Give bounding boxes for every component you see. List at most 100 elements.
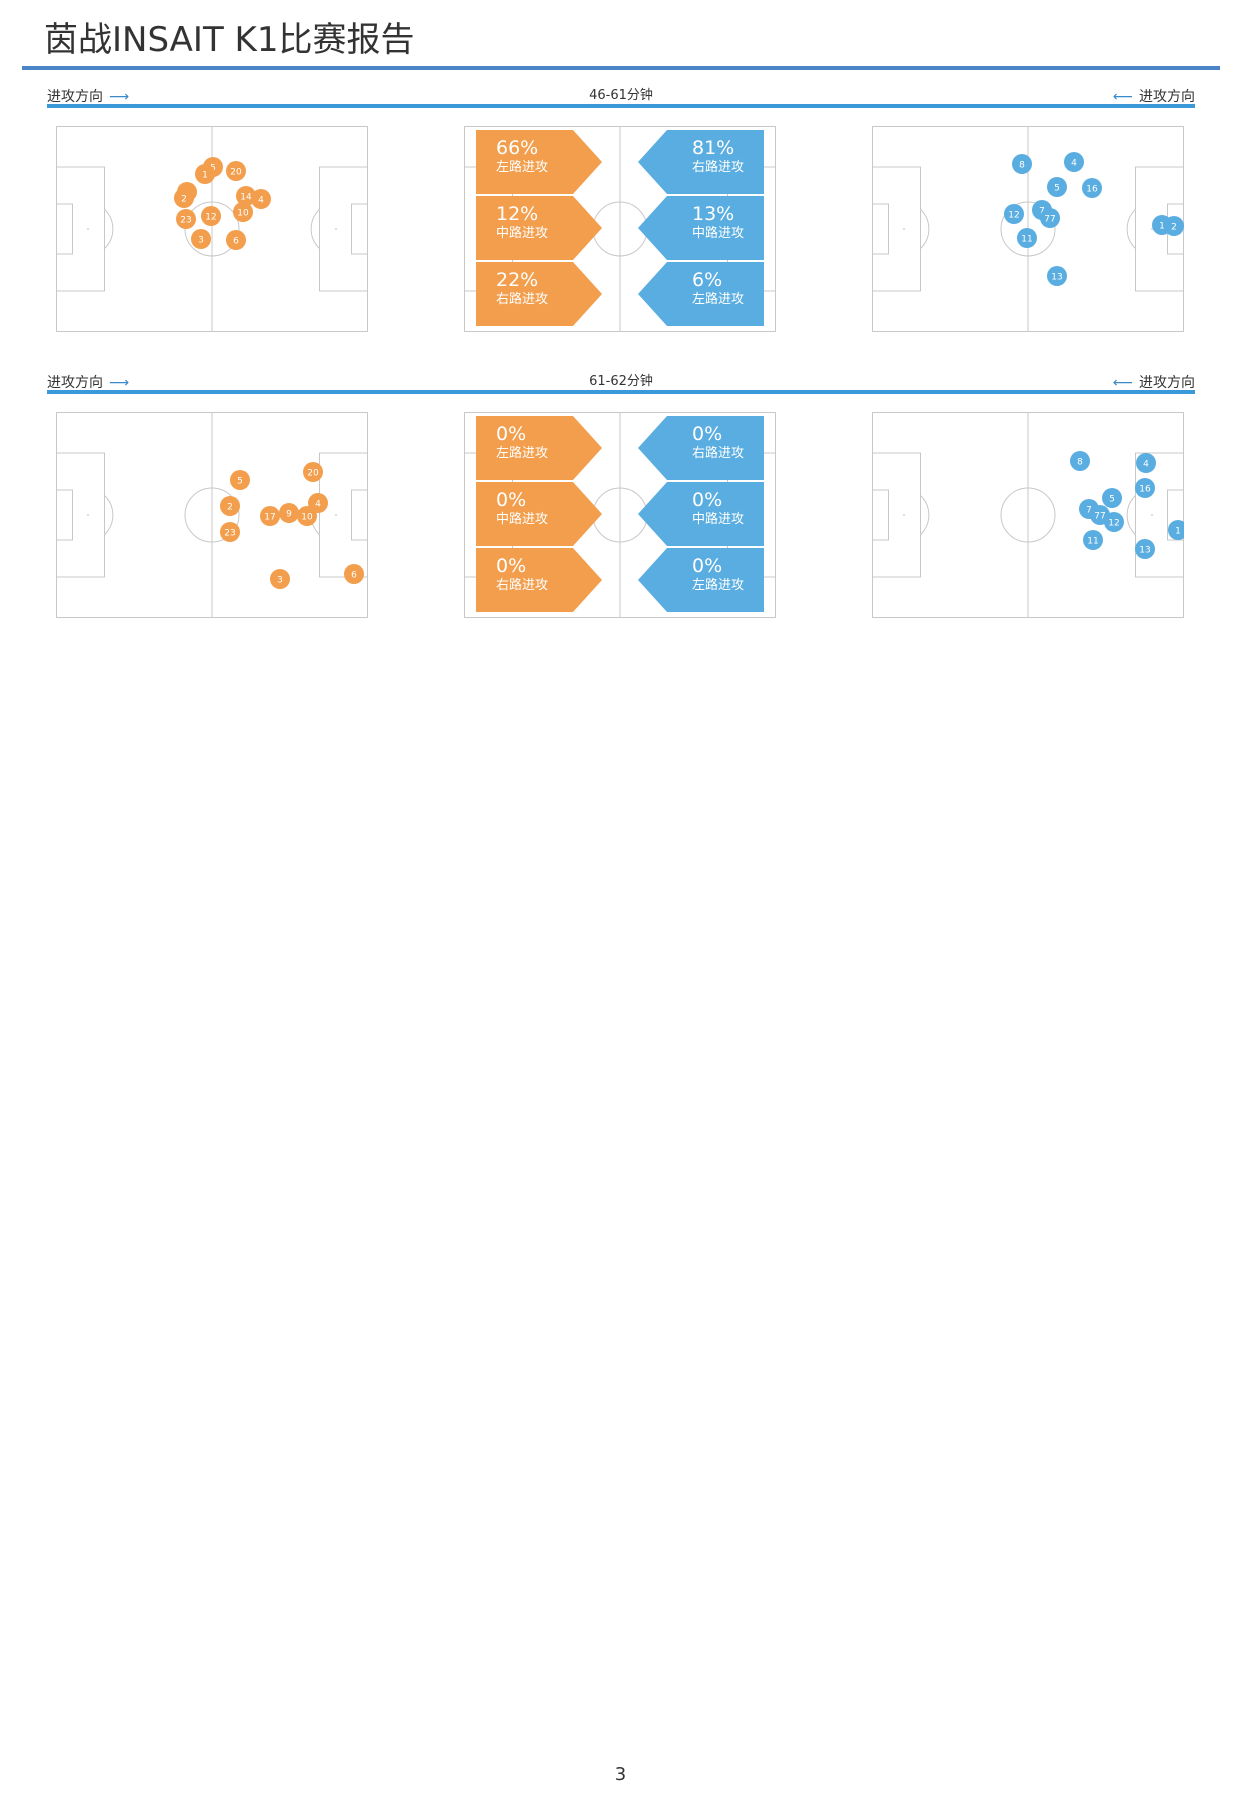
svg-text:20: 20 [307, 469, 319, 479]
svg-text:12: 12 [205, 213, 216, 223]
attack-direction-right: ⟵ 进攻方向 [1113, 86, 1195, 106]
away-positions-pitch: 8 4 16 5 7 77 12 11 13 1 [872, 412, 1184, 618]
player-dot: 1 [195, 164, 215, 184]
svg-text:2: 2 [1171, 223, 1177, 233]
player-dot: 16 [1082, 178, 1102, 198]
player-dot: 4 [1136, 453, 1156, 473]
zone-percentage: 0% [692, 555, 723, 577]
zone-percentage: 66% [496, 137, 539, 159]
svg-text:23: 23 [224, 529, 235, 539]
attack-zones-pitch: 66% 左路进攻 12% 中路进攻 22% 右路进攻 81% 右路进攻 13% … [464, 126, 776, 332]
arrow-right-icon: ⟶ [109, 375, 130, 391]
player-dot: 12 [201, 206, 221, 226]
player-dot: 5 [1047, 177, 1067, 197]
zone-percentage: 12% [496, 203, 539, 225]
section-divider [47, 390, 1195, 394]
away-zone-left: 6% 左路进攻 [638, 262, 764, 326]
home-zone-right: 0% 右路进攻 [476, 548, 602, 612]
player-dot: 23 [220, 522, 240, 542]
svg-text:10: 10 [301, 513, 313, 523]
arrow-left-icon: ⟵ [1112, 89, 1133, 105]
player-dot: 10 [233, 202, 253, 222]
attack-zones-pitch: 0% 左路进攻 0% 中路进攻 0% 右路进攻 0% 右路进攻 0% 中路进攻 … [464, 412, 776, 618]
zone-label: 右路进攻 [496, 292, 549, 307]
section-header: 进攻方向 ⟶ 46-61分钟 ⟵ 进攻方向 [47, 84, 1195, 106]
home-zone-center: 0% 中路进攻 [476, 482, 602, 546]
player-dot: 2 [174, 188, 194, 208]
section-divider [47, 104, 1195, 108]
home-positions-pitch: 5 1 20 9 2 14 4 10 12 23 3 6 [56, 126, 368, 332]
svg-text:1: 1 [1159, 222, 1165, 232]
section-header: 进攻方向 ⟶ 61-62分钟 ⟵ 进攻方向 [47, 370, 1195, 392]
home-positions-pitch: 20 5 2 4 17 9 10 23 3 6 [56, 412, 368, 618]
player-dot: 3 [270, 569, 290, 589]
svg-text:23: 23 [180, 216, 191, 226]
player-dot: 23 [176, 209, 196, 229]
report-title: 茵战INSAIT K1比赛报告 [44, 20, 415, 60]
zone-label: 左路进攻 [692, 292, 745, 307]
svg-text:2: 2 [227, 503, 233, 513]
zone-percentage: 0% [496, 489, 527, 511]
player-dot: 16 [1135, 478, 1155, 498]
zone-percentage: 0% [692, 423, 723, 445]
section-1: 进攻方向 ⟶ 46-61分钟 ⟵ 进攻方向 5 1 [47, 84, 1195, 349]
player-dot: 12 [1104, 512, 1124, 532]
away-zone-center: 13% 中路进攻 [638, 196, 764, 260]
svg-text:11: 11 [1087, 537, 1098, 547]
svg-text:16: 16 [1086, 185, 1098, 195]
attack-direction-left: 进攻方向 ⟶ [47, 372, 129, 392]
time-range: 46-61分钟 [589, 88, 653, 103]
svg-text:17: 17 [264, 513, 275, 523]
home-zone-center: 12% 中路进攻 [476, 196, 602, 260]
home-player-dots: 20 5 2 4 17 9 10 23 3 6 [220, 462, 364, 589]
svg-text:1: 1 [1175, 527, 1181, 537]
attack-direction-label: 进攻方向 [47, 375, 103, 391]
svg-text:4: 4 [315, 500, 321, 510]
svg-text:5: 5 [237, 477, 243, 487]
zone-percentage: 0% [496, 555, 527, 577]
zone-percentage: 22% [496, 269, 539, 291]
player-dot: 4 [1064, 152, 1084, 172]
zone-percentage: 0% [692, 489, 723, 511]
player-dot: 4 [251, 189, 271, 209]
away-player-dots: 8 4 16 5 7 77 12 11 13 1 [1070, 451, 1184, 559]
svg-text:7: 7 [1039, 207, 1045, 217]
arrow-right-icon: ⟶ [109, 89, 130, 105]
player-dot: 20 [226, 161, 246, 181]
zone-label: 中路进攻 [692, 512, 745, 527]
svg-text:3: 3 [198, 236, 204, 246]
player-dot: 6 [344, 564, 364, 584]
svg-text:4: 4 [258, 196, 264, 206]
svg-text:16: 16 [1139, 485, 1151, 495]
player-dot: 14 [236, 186, 256, 206]
away-zone-right: 81% 右路进攻 [638, 130, 764, 194]
attack-direction-label: 进攻方向 [1139, 89, 1195, 105]
svg-text:12: 12 [1008, 211, 1019, 221]
svg-text:13: 13 [1139, 546, 1150, 556]
svg-text:5: 5 [1054, 184, 1060, 194]
player-dot: 12 [1004, 204, 1024, 224]
arrow-left-icon: ⟵ [1112, 375, 1133, 391]
player-dot: 2 [220, 496, 240, 516]
svg-text:11: 11 [1021, 235, 1032, 245]
zone-percentage: 0% [496, 423, 527, 445]
player-dot: 13 [1047, 266, 1067, 286]
zone-label: 左路进攻 [496, 446, 549, 461]
zone-label: 中路进攻 [692, 226, 745, 241]
player-dot: 8 [1070, 451, 1090, 471]
svg-text:77: 77 [1094, 512, 1105, 522]
zone-label: 右路进攻 [496, 578, 549, 593]
away-positions-pitch: 8 4 5 16 12 7 77 11 13 1 2 [872, 126, 1184, 332]
attack-direction-right: ⟵ 进攻方向 [1113, 372, 1195, 392]
zone-percentage: 81% [692, 137, 735, 159]
zone-label: 左路进攻 [692, 578, 745, 593]
svg-text:8: 8 [1019, 161, 1025, 171]
away-zone-left: 0% 左路进攻 [638, 548, 764, 612]
svg-text:5: 5 [1109, 495, 1115, 505]
svg-text:7: 7 [1086, 506, 1092, 516]
svg-text:14: 14 [240, 193, 252, 203]
attack-direction-label: 进攻方向 [47, 89, 103, 105]
svg-text:6: 6 [351, 571, 357, 581]
zone-label: 右路进攻 [692, 160, 745, 175]
away-zone-center: 0% 中路进攻 [638, 482, 764, 546]
